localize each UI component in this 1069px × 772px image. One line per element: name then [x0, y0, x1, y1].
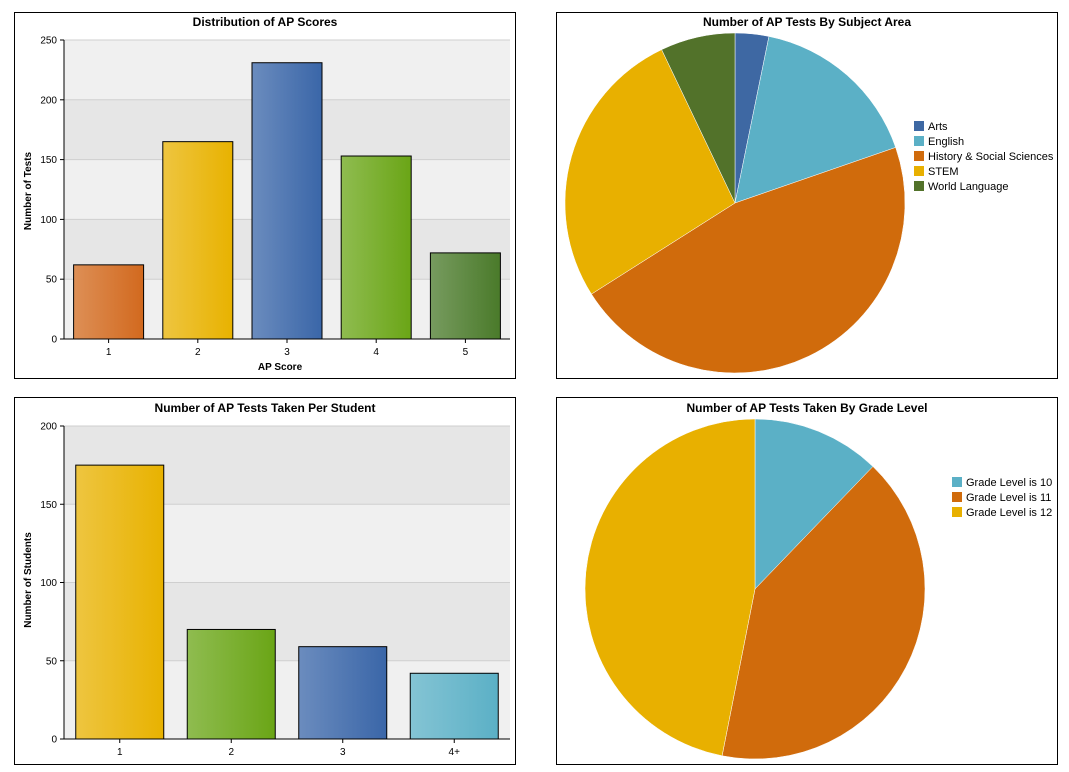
tests-per-student-chart: Number of AP Tests Taken Per Student 0 50… [14, 397, 516, 765]
x-tick-label: 2 [195, 347, 201, 358]
y-tick-label: 100 [40, 578, 57, 589]
y-axis-label: Number of Students [23, 532, 34, 628]
y-tick-label: 150 [40, 500, 57, 511]
legend-swatch [952, 492, 962, 502]
legend-swatch [914, 181, 924, 191]
tests-per-student-bar-svg: Number of AP Tests Taken Per Student 0 50… [23, 401, 510, 758]
pie-area [584, 418, 926, 760]
legend-swatch [914, 136, 924, 146]
chart-title: Number of AP Tests Taken Per Student [155, 401, 376, 415]
y-tick-label: 50 [46, 656, 58, 667]
x-tick-label: 4 [373, 347, 379, 358]
pie-area [564, 32, 906, 374]
chart-title: Distribution of AP Scores [193, 15, 338, 29]
legend-swatch [952, 477, 962, 487]
legend-swatch [952, 507, 962, 517]
pie-slice [591, 147, 906, 374]
bar-4plus [409, 672, 499, 740]
pie-slice [754, 418, 874, 590]
bar-5 [429, 252, 501, 340]
y-tick-label: 100 [40, 215, 57, 226]
y-tick-label: 200 [40, 95, 57, 106]
legend-label: World Language [928, 181, 1009, 193]
legend-swatch [914, 121, 924, 131]
x-tick-label: 1 [117, 747, 123, 758]
y-axis-label: Number of Tests [23, 151, 34, 230]
legend-label: History & Social Sciences [928, 151, 1054, 163]
y-tick-label: 200 [40, 422, 57, 433]
y-tick-label: 250 [40, 36, 57, 47]
x-tick-label: 3 [340, 747, 346, 758]
bar-1 [75, 464, 165, 740]
chart-title: Number of AP Tests Taken By Grade Level [687, 401, 928, 415]
bar-2 [162, 141, 234, 340]
grade-level-pie-chart: Number of AP Tests Taken By Grade Level … [556, 397, 1058, 765]
x-axis-label: AP Score [258, 362, 303, 373]
bar-3 [298, 646, 388, 740]
x-tick-label: 5 [463, 347, 469, 358]
pie-slice [564, 49, 736, 295]
plot-area: 0 50 100 150 200 1 2 3 4+ [40, 422, 510, 758]
legend-swatch [914, 166, 924, 176]
legend-label: Grade Level is 12 [966, 507, 1052, 519]
x-tick-label: 1 [106, 347, 112, 358]
legend-label: Grade Level is 10 [966, 477, 1052, 489]
legend: Arts English History & Social Sciences STEM… [914, 121, 1054, 193]
chart-title: Number of AP Tests By Subject Area [703, 15, 911, 29]
subject-area-pie-chart: Number of AP Tests By Subject Area Arts E… [556, 12, 1058, 379]
subject-area-pie-svg: Number of AP Tests By Subject Area Arts E… [564, 15, 1054, 374]
pie-slice [734, 36, 896, 204]
y-tick-label: 50 [46, 275, 58, 286]
legend-label: Grade Level is 11 [966, 492, 1051, 504]
pie-slice [584, 418, 756, 757]
bar-1 [73, 264, 145, 340]
pie-slice [661, 32, 736, 204]
ap-score-bar-chart-svg: Distribution of AP Scores 05010015020025… [23, 15, 510, 373]
y-tick-label: 0 [51, 735, 57, 746]
ap-score-distribution-chart: Distribution of AP Scores 0 50 100 150 200 25… [14, 12, 516, 379]
x-tick-label: 4+ [449, 747, 461, 758]
legend-label: STEM [928, 166, 959, 178]
legend-label: English [928, 136, 964, 148]
legend-swatch [914, 151, 924, 161]
bar-3 [251, 62, 323, 340]
x-tick-label: 2 [228, 747, 234, 758]
y-tick-label: 150 [40, 155, 57, 166]
bar-2 [186, 628, 276, 740]
legend-label: Arts [928, 121, 948, 133]
bar-4 [340, 155, 412, 340]
y-tick-label: 0 [51, 335, 57, 346]
pie-slice [721, 466, 926, 760]
plot-area: 0 50 100 150 200 250 1 2 3 4 5 [40, 36, 510, 358]
x-tick-label: 3 [284, 347, 290, 358]
legend: Grade Level is 10 Grade Level is 11 Grade … [952, 477, 1052, 519]
grade-level-pie-svg: Number of AP Tests Taken By Grade Level … [584, 401, 1052, 760]
